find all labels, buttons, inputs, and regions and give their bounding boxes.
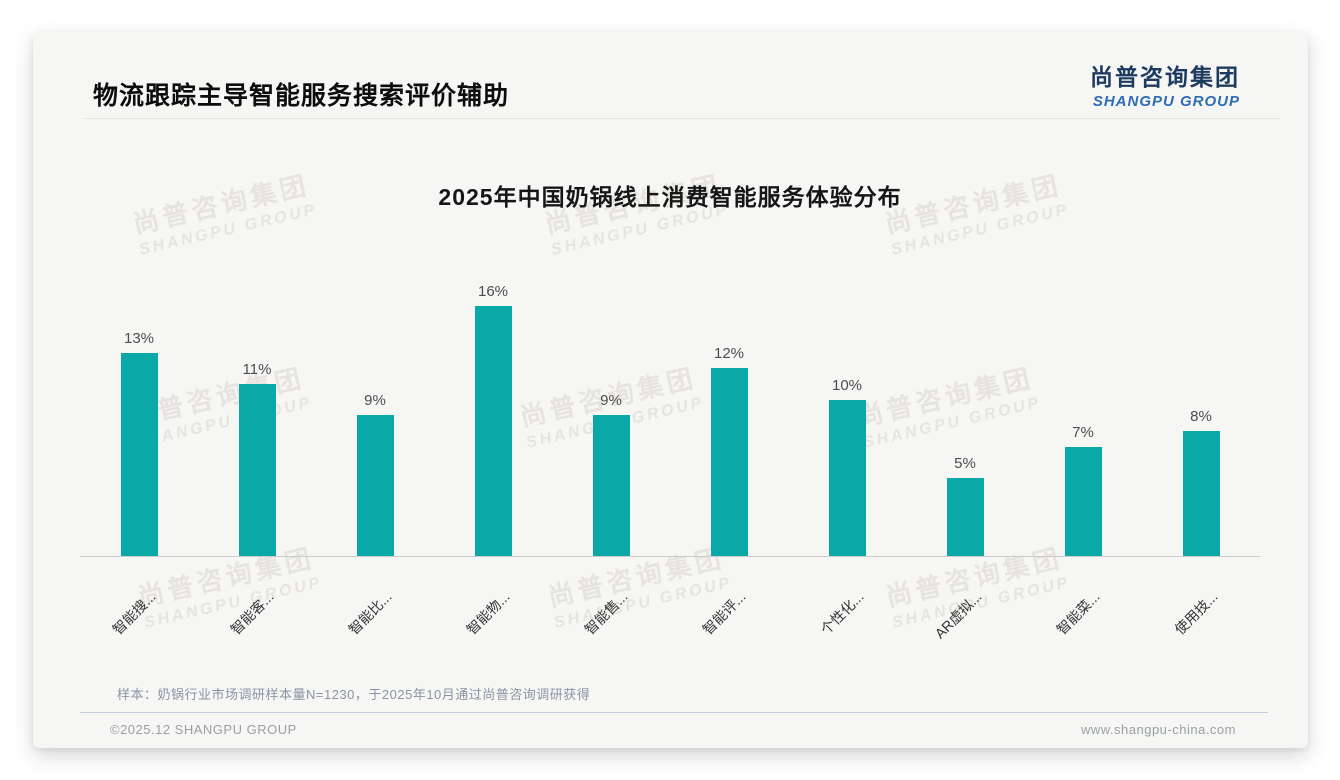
bar xyxy=(829,400,866,556)
slide-title: 物流跟踪主导智能服务搜索评价辅助 xyxy=(93,82,510,110)
bar-value-label: 5% xyxy=(954,455,976,472)
company-logo: 尚普咨询集团 SHANGPU GROUP xyxy=(1090,58,1240,110)
x-axis-category-label: 智能菜... xyxy=(1053,588,1103,638)
bar-value-label: 7% xyxy=(1072,424,1094,441)
bar-chart: 2025年中国奶锅线上消费智能服务体验分布 13% 智能搜... 11% 智能客...… xyxy=(33,32,1308,748)
x-axis-category-label: AR虚拟... xyxy=(931,588,985,642)
bar-value-label: 9% xyxy=(600,392,622,409)
bar xyxy=(593,415,630,556)
slide-card: 尚普咨询集团 SHANGPU GROUP 尚普咨询集团 SHANGPU GROUP 尚普… xyxy=(33,32,1308,748)
footer-divider xyxy=(80,712,1268,713)
bar xyxy=(239,384,276,556)
logo-english-name: SHANGPU GROUP xyxy=(1092,93,1240,110)
bar-value-label: 16% xyxy=(477,283,509,300)
bar-value-label: 11% xyxy=(242,361,272,378)
bar-value-label: 9% xyxy=(364,392,386,409)
bar xyxy=(121,353,158,556)
logo-chinese-name: 尚普咨询集团 xyxy=(1090,64,1240,90)
x-axis-line xyxy=(80,556,1260,557)
bar-value-label: 13% xyxy=(123,330,155,347)
bar xyxy=(1183,431,1220,556)
sample-note: 样本：奶锅行业市场调研样本量N=1230，于2025年10月通过尚普咨询调研获得 xyxy=(117,687,591,702)
bar xyxy=(947,478,984,556)
bar xyxy=(1065,447,1102,556)
bar xyxy=(357,415,394,556)
bar-value-label: 8% xyxy=(1190,408,1212,425)
footer-copyright: ©2025.12 SHANGPU GROUP xyxy=(110,722,297,737)
bar xyxy=(475,306,512,556)
chart-title: 2025年中国奶锅线上消费智能服务体验分布 xyxy=(438,184,902,210)
plot-area: 13% 智能搜... 11% 智能客... 9% 智能比... 16% 智能物... 9% 智能售… xyxy=(80,192,1260,641)
bar-value-label: 10% xyxy=(831,377,863,394)
x-axis-category-label: 个性化... xyxy=(817,588,867,638)
bar xyxy=(711,368,748,556)
header-divider xyxy=(83,118,1280,119)
x-axis-category-label: 智能评... xyxy=(699,588,749,638)
x-axis-category-label: 使用技... xyxy=(1171,588,1221,638)
bar-value-label: 12% xyxy=(713,345,745,362)
footer-website: www.shangpu-china.com xyxy=(1080,722,1236,737)
